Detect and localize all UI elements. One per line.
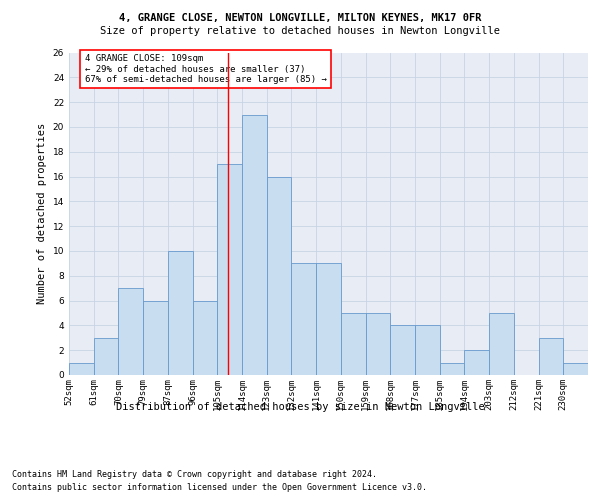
Bar: [440, 362, 464, 375]
Text: Contains public sector information licensed under the Open Government Licence v3: Contains public sector information licen…: [12, 482, 427, 492]
Bar: [316, 264, 341, 375]
Text: Distribution of detached houses by size in Newton Longville: Distribution of detached houses by size …: [116, 402, 484, 412]
Bar: [563, 362, 588, 375]
Bar: [94, 338, 118, 375]
Text: Contains HM Land Registry data © Crown copyright and database right 2024.: Contains HM Land Registry data © Crown c…: [12, 470, 377, 479]
Text: 4, GRANGE CLOSE, NEWTON LONGVILLE, MILTON KEYNES, MK17 0FR: 4, GRANGE CLOSE, NEWTON LONGVILLE, MILTO…: [119, 12, 481, 22]
Bar: [267, 176, 292, 375]
Bar: [217, 164, 242, 375]
Bar: [415, 326, 440, 375]
Bar: [489, 313, 514, 375]
Bar: [69, 362, 94, 375]
Bar: [193, 300, 217, 375]
Bar: [365, 313, 390, 375]
Bar: [390, 326, 415, 375]
Bar: [118, 288, 143, 375]
Bar: [168, 251, 193, 375]
Y-axis label: Number of detached properties: Number of detached properties: [37, 123, 47, 304]
Bar: [242, 114, 267, 375]
Text: Size of property relative to detached houses in Newton Longville: Size of property relative to detached ho…: [100, 26, 500, 36]
Bar: [539, 338, 563, 375]
Text: 4 GRANGE CLOSE: 109sqm
← 29% of detached houses are smaller (37)
67% of semi-det: 4 GRANGE CLOSE: 109sqm ← 29% of detached…: [85, 54, 326, 84]
Bar: [341, 313, 365, 375]
Bar: [292, 264, 316, 375]
Bar: [464, 350, 489, 375]
Bar: [143, 300, 168, 375]
